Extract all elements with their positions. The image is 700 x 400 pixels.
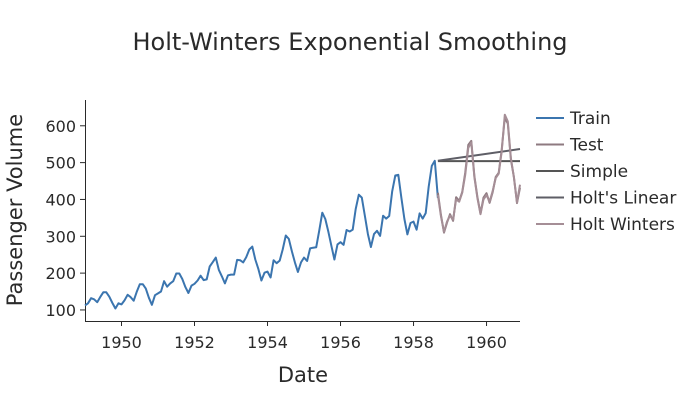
series-line-holt-winters	[436, 113, 521, 233]
legend: Train Test Simple Holt's Linear Holt Winters	[536, 109, 676, 235]
y-tick-label: 600	[45, 117, 76, 136]
x-tick-label: 1960	[466, 333, 507, 352]
chart-title: Holt-Winters Exponential Smoothing	[132, 28, 567, 56]
legend-label: Simple	[570, 162, 628, 182]
series-line-train	[84, 159, 439, 310]
series-line-holt-s-linear	[437, 148, 521, 162]
legend-label: Holt Winters	[570, 215, 675, 235]
x-tick-label: 1954	[247, 333, 288, 352]
x-tick-label: 1956	[320, 333, 361, 352]
x-tick-label: 1958	[393, 333, 434, 352]
y-axis-label: Passenger Volume	[3, 114, 27, 306]
x-tick-label: 1950	[101, 333, 142, 352]
y-tick-label: 200	[45, 264, 76, 283]
series-lines	[84, 113, 521, 310]
y-tick-label: 300	[45, 227, 76, 246]
legend-label: Train	[569, 109, 611, 129]
legend-label: Test	[569, 136, 604, 156]
x-ticks: 1950 1952 1954 1956 1958 1960	[101, 321, 507, 352]
y-tick-label: 500	[45, 154, 76, 173]
y-ticks: 100 200 300 400 500 600	[45, 117, 85, 320]
x-axis-label: Date	[278, 363, 328, 387]
legend-label: Holt's Linear	[570, 189, 676, 209]
y-tick-label: 400	[45, 190, 76, 209]
y-tick-label: 100	[45, 301, 76, 320]
x-tick-label: 1952	[174, 333, 215, 352]
